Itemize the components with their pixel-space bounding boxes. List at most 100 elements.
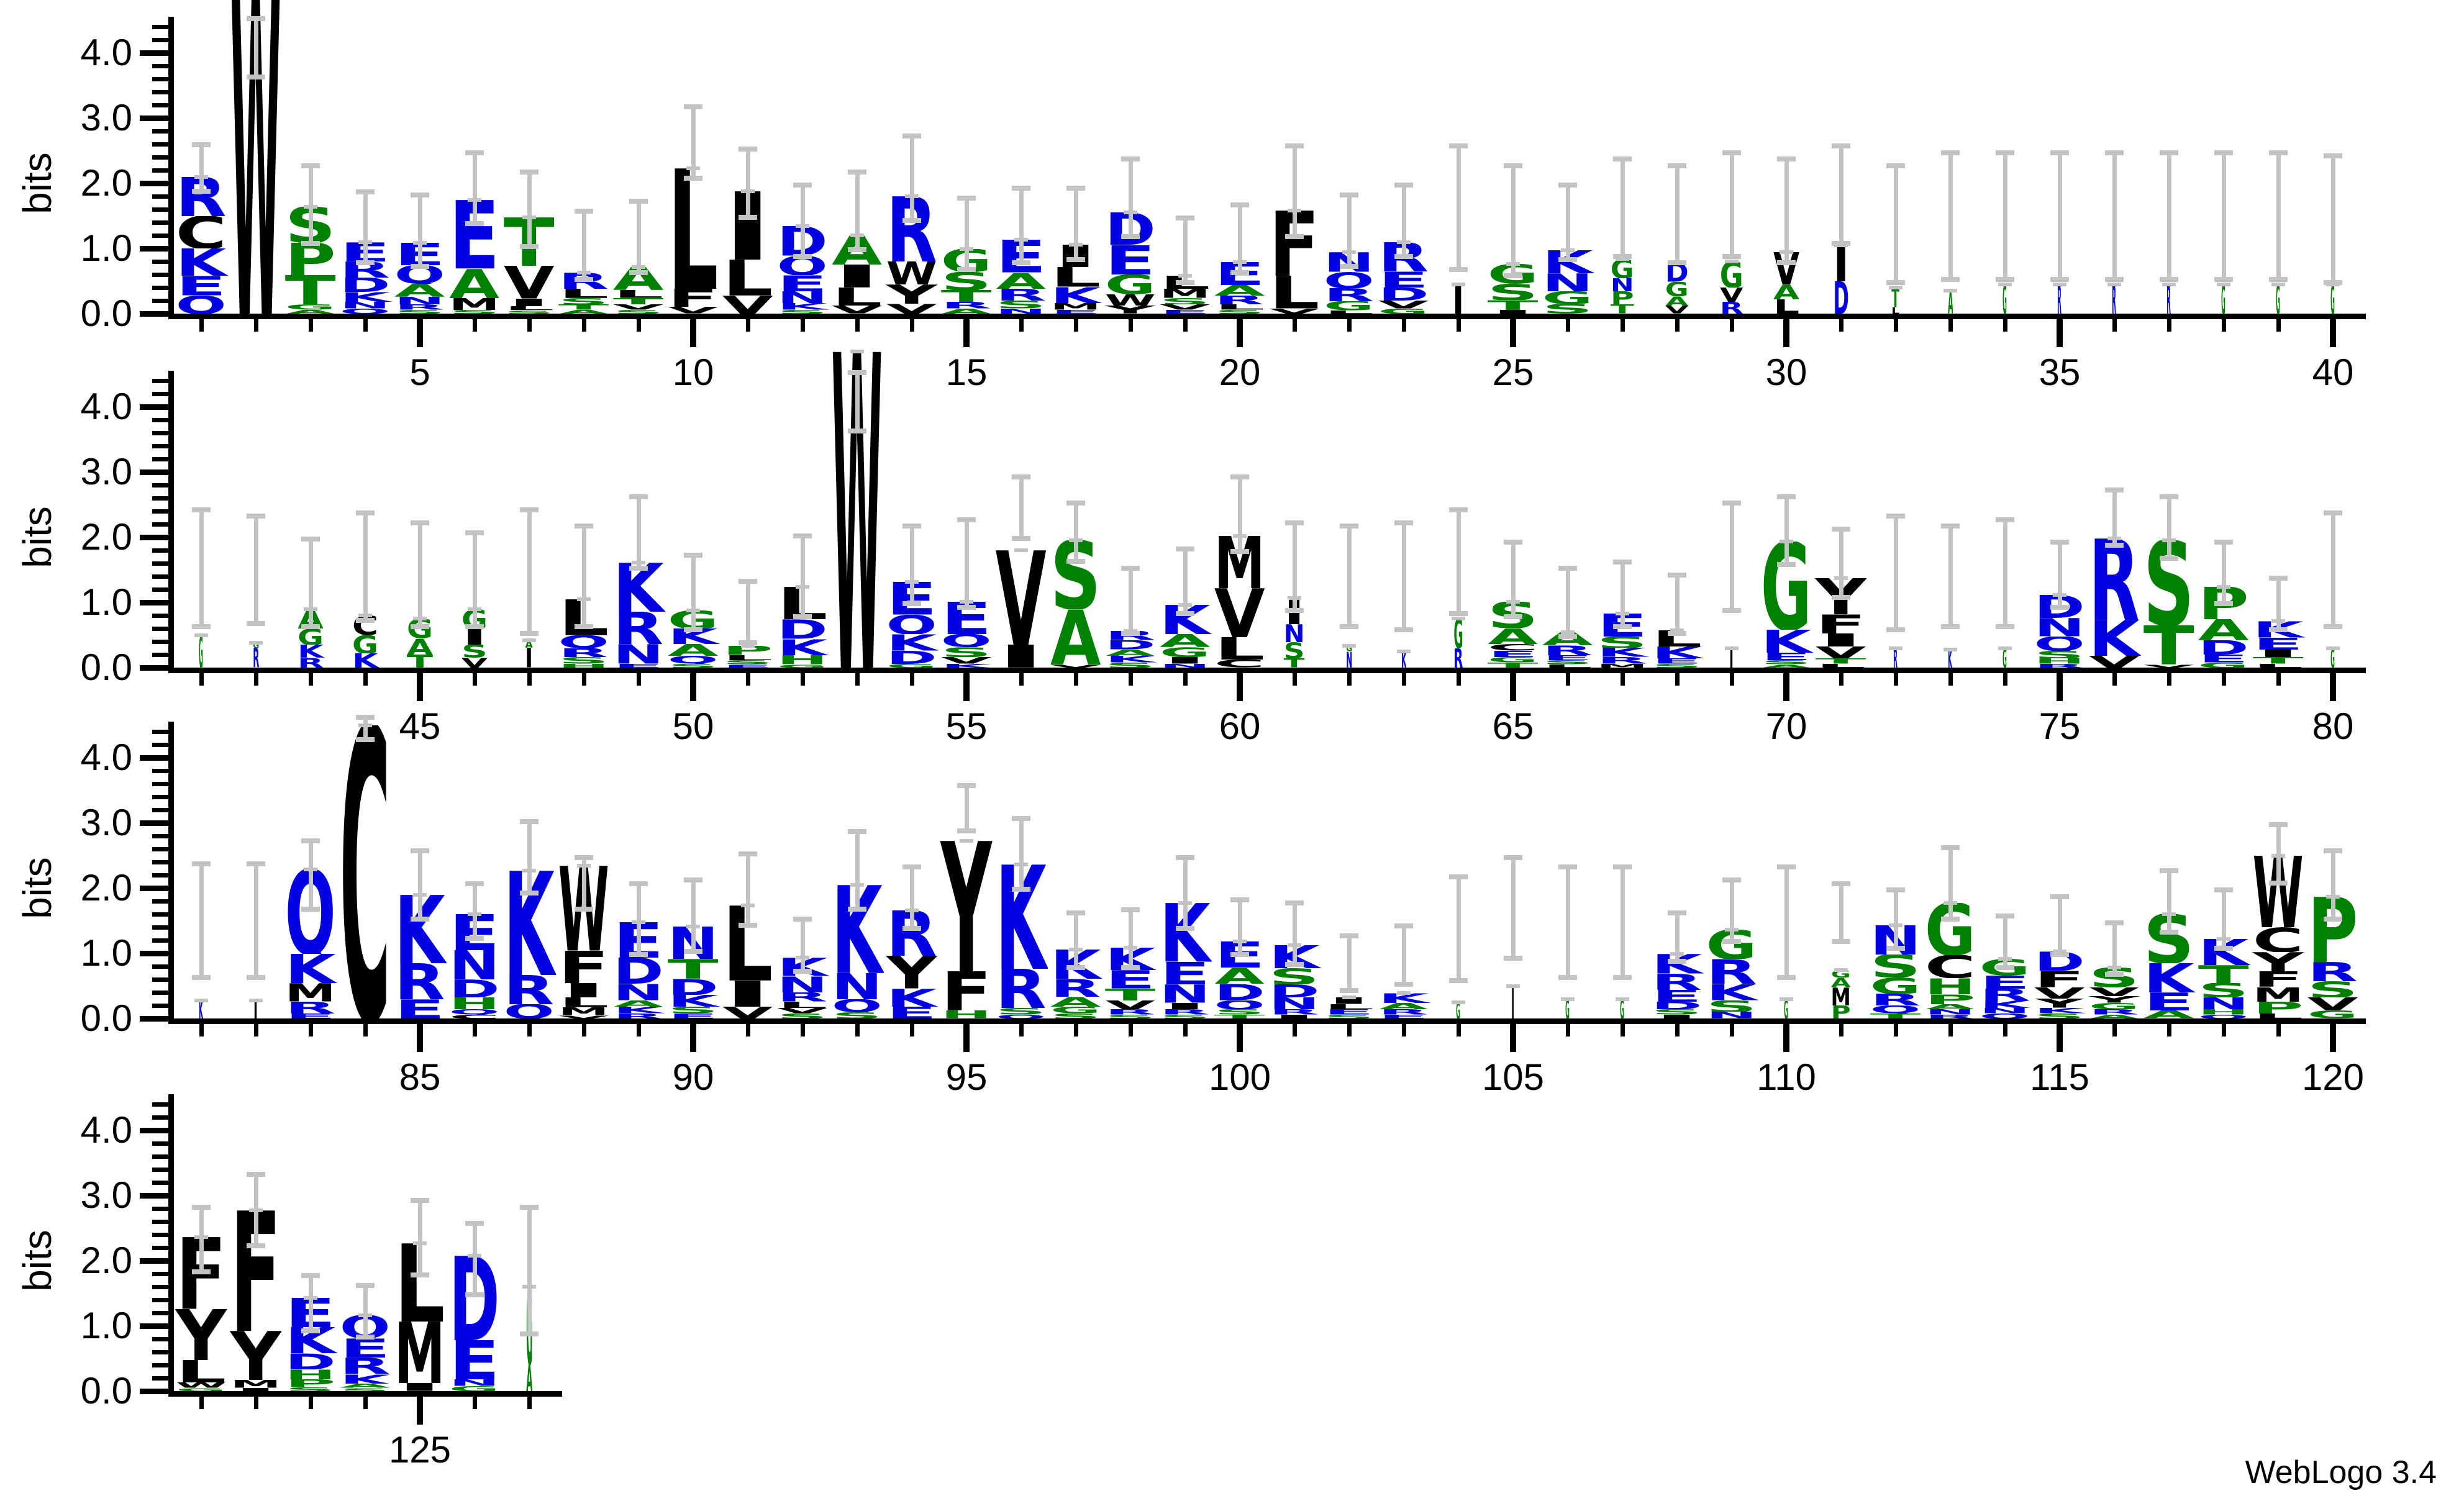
x-axis (168, 1018, 2366, 1024)
error-bar-line (1073, 186, 1078, 261)
svg-text:S: S (996, 301, 1047, 309)
y-minor-tick (152, 142, 168, 147)
logo-letter-D: D (1378, 288, 1429, 301)
error-bar-cap-top (739, 147, 757, 152)
error-bar-mean-mark (850, 234, 864, 237)
svg-text:V: V (996, 550, 1047, 645)
svg-text:D: D (777, 619, 828, 639)
logo-letter-R: R (777, 992, 828, 1002)
y-major-tick (140, 1128, 168, 1133)
logo-letter-I: I (832, 265, 883, 288)
error-bar-mean-mark (1834, 576, 1848, 581)
error-bar-cap-top (520, 819, 539, 824)
error-bar-cap-bottom (301, 624, 320, 629)
error-bar-cap-bottom (192, 188, 211, 194)
x-minor-tick (2112, 319, 2117, 332)
svg-text:G: G (886, 664, 937, 668)
error-bar-mean-mark (1288, 596, 1301, 600)
logo-letter-Q: Q (996, 1015, 1047, 1018)
svg-text:A: A (1105, 650, 1157, 656)
error-bar-mean-mark (2053, 593, 2066, 597)
logo-letter-G: G (199, 635, 204, 668)
logo-letter-M: M (449, 298, 500, 310)
logo-letter-Q: Q (2198, 1015, 2249, 1018)
error-bar-cap-bottom (192, 624, 211, 629)
svg-text:V: V (941, 657, 993, 664)
error-bar-cap-bottom (1121, 630, 1140, 636)
logo-letter-V: V (2307, 997, 2358, 1010)
x-minor-tick (473, 1024, 477, 1036)
svg-text:E: E (394, 999, 445, 1019)
logo-column-84: C (339, 725, 391, 1019)
svg-text:V: V (777, 1008, 828, 1013)
error-bar-mean-mark (1178, 901, 1192, 905)
svg-text:S: S (1542, 304, 1593, 314)
error-bar-line (363, 715, 368, 741)
logo-letter-I: I (1160, 657, 1211, 664)
logo-letter-H: H (2198, 1009, 2249, 1014)
svg-text:S: S (1050, 1014, 1101, 1018)
error-bar-line (2330, 511, 2335, 628)
svg-text:N: N (613, 984, 664, 1000)
error-bar-line (855, 170, 860, 252)
x-minor-tick (1019, 319, 1024, 332)
error-bar-mean-mark (1506, 262, 1520, 266)
logo-letter-M: M (2253, 987, 2304, 1002)
logo-letter-Y: Y (940, 841, 993, 971)
logo-letter-K: K (340, 292, 392, 302)
error-bar-cap-top (356, 714, 375, 720)
logo-letter-E: E (1324, 1009, 1375, 1014)
error-bar-cap-top (1722, 150, 1741, 155)
error-bar-cap-bottom (520, 890, 539, 896)
logo-letter-G: G (1488, 657, 1539, 662)
y-tick-label: 3.0 (80, 97, 132, 138)
logo-letter-K: K (886, 989, 939, 1007)
x-minor-tick (2276, 319, 2281, 332)
logo-letter-G: G (1542, 291, 1593, 304)
logo-letter-H: H (2034, 658, 2085, 663)
error-bar-cap-bottom (465, 624, 484, 629)
svg-text:S: S (1870, 955, 1921, 977)
logo-letter-S: S (941, 647, 992, 657)
error-bar-mean-mark (796, 956, 809, 960)
error-bar-mean-mark (249, 1209, 263, 1213)
logo-column-80: G (2330, 648, 2335, 668)
svg-text:L: L (504, 306, 555, 310)
y-major-tick (140, 1016, 168, 1022)
logo-letter-K: K (1761, 630, 1813, 653)
error-bar-cap-bottom (2105, 542, 2124, 548)
svg-text:Q: Q (668, 656, 719, 664)
x-minor-tick (1019, 673, 1024, 686)
logo-letter-G: G (2003, 284, 2007, 314)
logo-letter-S: S (1870, 955, 1921, 977)
x-major-tick (1783, 319, 1789, 347)
x-minor-tick (2222, 673, 2226, 686)
svg-text:T: T (1488, 663, 1539, 668)
error-bar-mean-mark (413, 892, 427, 897)
error-bar-line (472, 1222, 477, 1297)
error-bar-cap-bottom (2050, 276, 2069, 282)
logo-letter-G: G (2198, 663, 2249, 668)
error-bar-line (1675, 910, 1680, 963)
error-bar-mean-mark (194, 998, 208, 1002)
y-minor-tick (152, 90, 168, 94)
error-bar-mean-mark (522, 1285, 536, 1289)
svg-text:K: K (941, 664, 993, 668)
error-bar-cap-top (1832, 143, 1850, 148)
logo-letter-I: I (1816, 633, 1866, 646)
svg-text:P: P (1925, 994, 1976, 1004)
error-bar-cap-bottom (1777, 260, 1796, 266)
x-major-tick (2330, 1024, 2336, 1052)
logo-letter-D: D (449, 979, 500, 997)
logo-letter-T: T (1105, 989, 1156, 1000)
error-bar-mean-mark (1780, 540, 1793, 544)
svg-text:L: L (1542, 664, 1593, 668)
x-tick-label: 70 (1765, 705, 1807, 747)
svg-text:Y: Y (1104, 306, 1157, 314)
error-bar-mean-mark (850, 349, 864, 353)
logo-letter-T: T (2143, 625, 2195, 664)
y-minor-tick (152, 1272, 168, 1276)
logo-letter-L: L (1816, 664, 1866, 668)
error-bar-cap-bottom (465, 221, 484, 227)
svg-text:K: K (2143, 963, 2196, 992)
